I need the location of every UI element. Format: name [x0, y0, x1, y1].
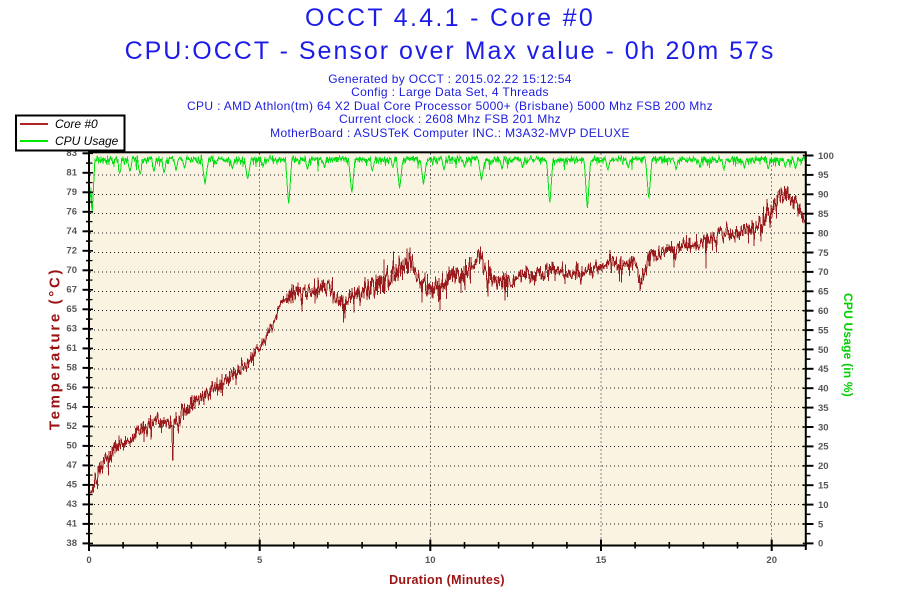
svg-text:43: 43 — [66, 499, 77, 510]
svg-text:15: 15 — [596, 555, 607, 566]
svg-text:90: 90 — [818, 190, 829, 201]
svg-text:100: 100 — [818, 151, 834, 162]
svg-text:25: 25 — [818, 442, 829, 453]
svg-text:10: 10 — [425, 555, 436, 566]
svg-text:15: 15 — [818, 481, 829, 492]
svg-text:0: 0 — [818, 539, 823, 550]
svg-text:38: 38 — [66, 538, 77, 549]
svg-text:20: 20 — [818, 461, 829, 472]
svg-text:54: 54 — [66, 402, 77, 413]
svg-text:75: 75 — [818, 248, 829, 259]
svg-text:45: 45 — [818, 364, 829, 375]
svg-text:45: 45 — [66, 480, 77, 491]
svg-text:Core #0: Core #0 — [55, 117, 98, 131]
svg-text:61: 61 — [66, 343, 77, 354]
svg-text:83: 83 — [66, 148, 77, 159]
svg-text:72: 72 — [66, 246, 77, 257]
svg-text:70: 70 — [818, 267, 829, 278]
svg-text:30: 30 — [818, 422, 829, 433]
svg-text:0: 0 — [86, 555, 91, 566]
svg-text:CPU Usage (in %): CPU Usage (in %) — [841, 293, 855, 397]
svg-text:50: 50 — [818, 345, 829, 356]
svg-text:Duration (Minutes): Duration (Minutes) — [389, 573, 505, 587]
svg-text:56: 56 — [66, 382, 77, 393]
svg-text:40: 40 — [818, 384, 829, 395]
svg-text:50: 50 — [66, 441, 77, 452]
svg-text:35: 35 — [818, 403, 829, 414]
svg-text:95: 95 — [818, 170, 829, 181]
svg-text:CPU Usage: CPU Usage — [55, 134, 119, 148]
svg-text:20: 20 — [766, 555, 777, 566]
svg-text:63: 63 — [66, 324, 77, 335]
svg-text:Temperature (°C): Temperature (°C) — [47, 267, 64, 430]
svg-text:79: 79 — [66, 187, 77, 198]
svg-text:41: 41 — [66, 519, 77, 530]
svg-text:80: 80 — [818, 228, 829, 239]
svg-text:67: 67 — [66, 285, 77, 296]
svg-text:81: 81 — [66, 168, 77, 179]
svg-text:76: 76 — [66, 207, 77, 218]
svg-text:5: 5 — [257, 555, 263, 566]
svg-text:47: 47 — [66, 460, 77, 471]
svg-text:10: 10 — [818, 500, 829, 511]
svg-text:5: 5 — [818, 519, 824, 530]
svg-text:74: 74 — [66, 226, 77, 237]
svg-text:60: 60 — [818, 306, 829, 317]
svg-text:85: 85 — [818, 209, 829, 220]
svg-text:70: 70 — [66, 265, 77, 276]
svg-text:52: 52 — [66, 421, 77, 432]
svg-text:65: 65 — [66, 304, 77, 315]
svg-text:55: 55 — [818, 325, 829, 336]
svg-text:58: 58 — [66, 363, 77, 374]
svg-text:65: 65 — [818, 287, 829, 298]
